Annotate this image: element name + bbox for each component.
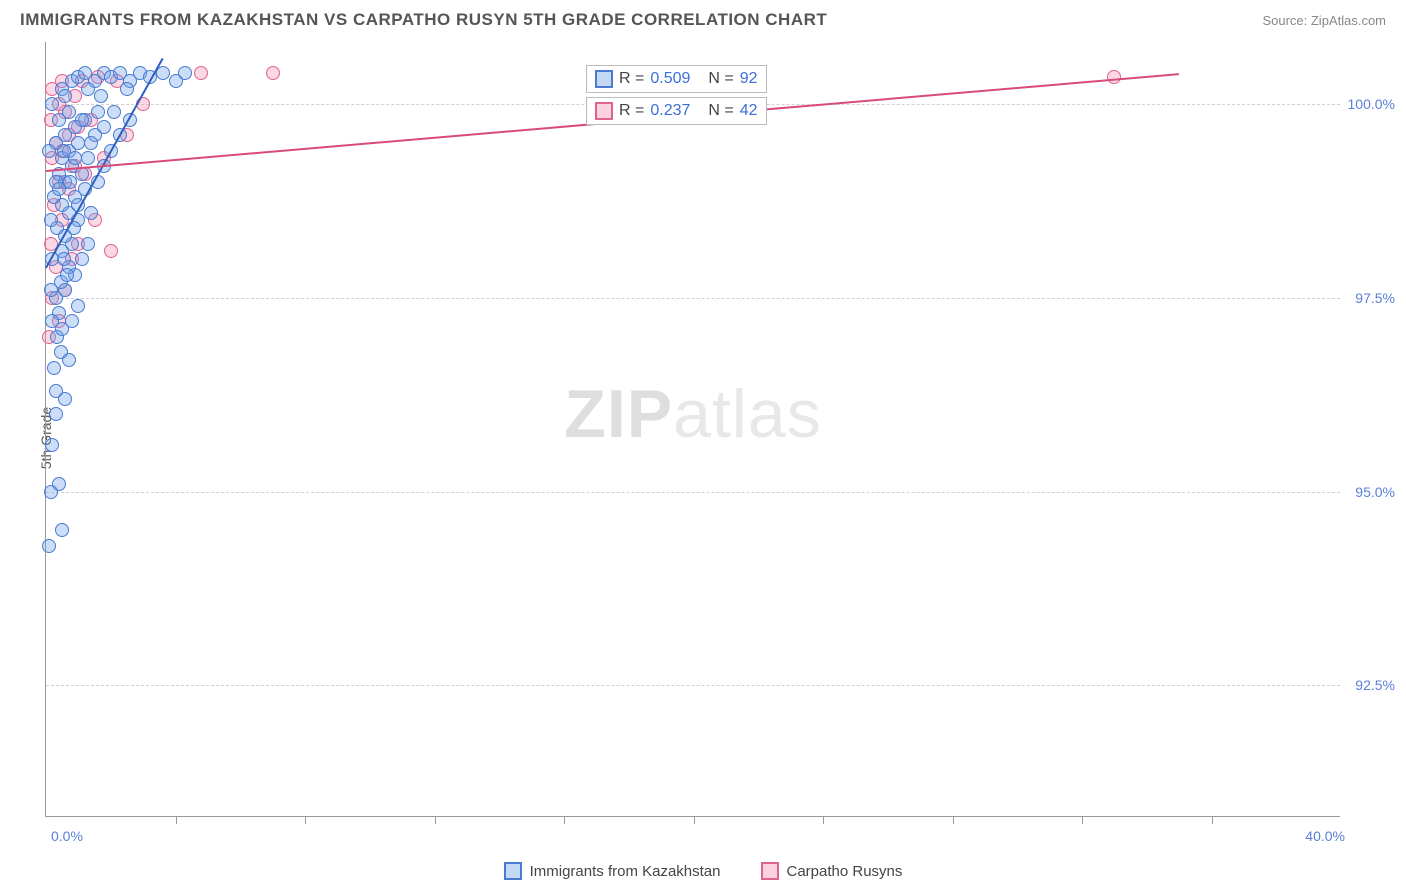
x-tick: [1082, 816, 1083, 824]
legend: Immigrants from Kazakhstan Carpatho Rusy…: [0, 862, 1406, 880]
scatter-point: [71, 299, 85, 313]
x-tick-label: 0.0%: [51, 828, 83, 844]
scatter-point: [42, 144, 56, 158]
legend-item-carpatho: Carpatho Rusyns: [761, 862, 903, 880]
scatter-point: [52, 477, 66, 491]
gridline: [46, 298, 1340, 299]
scatter-point: [42, 539, 56, 553]
chart-plot-area: ZIPatlas 92.5%95.0%97.5%100.0%0.0%40.0%R…: [45, 42, 1340, 817]
x-tick: [823, 816, 824, 824]
scatter-point: [81, 82, 95, 96]
chart-title: IMMIGRANTS FROM KAZAKHSTAN VS CARPATHO R…: [20, 10, 827, 30]
y-tick-label: 95.0%: [1355, 484, 1395, 500]
x-tick: [176, 816, 177, 824]
scatter-point: [194, 66, 208, 80]
scatter-point: [57, 252, 71, 266]
x-tick: [305, 816, 306, 824]
scatter-point: [62, 105, 76, 119]
scatter-point: [94, 89, 108, 103]
scatter-point: [120, 82, 134, 96]
legend-item-kazakhstan: Immigrants from Kazakhstan: [504, 862, 721, 880]
y-tick-label: 100.0%: [1348, 96, 1395, 112]
scatter-point: [71, 136, 85, 150]
scatter-point: [178, 66, 192, 80]
scatter-point: [84, 206, 98, 220]
gridline: [46, 492, 1340, 493]
scatter-point: [49, 384, 63, 398]
y-tick-label: 97.5%: [1355, 290, 1395, 306]
scatter-point: [44, 283, 58, 297]
scatter-point: [45, 97, 59, 111]
scatter-point: [81, 237, 95, 251]
scatter-point: [1107, 70, 1121, 84]
scatter-point: [81, 151, 95, 165]
scatter-point: [63, 175, 77, 189]
scatter-point: [75, 252, 89, 266]
scatter-point: [104, 244, 118, 258]
x-tick: [1212, 816, 1213, 824]
stats-box: R = 0.237N = 42: [586, 97, 767, 125]
scatter-point: [49, 407, 63, 421]
scatter-point: [65, 314, 79, 328]
scatter-point: [68, 151, 82, 165]
scatter-point: [60, 268, 74, 282]
watermark: ZIPatlas: [564, 375, 821, 453]
x-tick: [564, 816, 565, 824]
scatter-point: [97, 120, 111, 134]
scatter-point: [58, 89, 72, 103]
scatter-point: [47, 361, 61, 375]
scatter-point: [75, 113, 89, 127]
scatter-point: [45, 314, 59, 328]
scatter-point: [45, 438, 59, 452]
y-tick-label: 92.5%: [1355, 677, 1395, 693]
scatter-point: [54, 345, 68, 359]
scatter-point: [107, 105, 121, 119]
scatter-point: [91, 105, 105, 119]
x-tick-label: 40.0%: [1305, 828, 1345, 844]
x-tick: [694, 816, 695, 824]
scatter-point: [84, 136, 98, 150]
scatter-point: [44, 213, 58, 227]
x-tick: [953, 816, 954, 824]
stats-box: R = 0.509N = 92: [586, 65, 767, 93]
x-tick: [435, 816, 436, 824]
scatter-point: [266, 66, 280, 80]
scatter-point: [55, 523, 69, 537]
gridline: [46, 685, 1340, 686]
source-label: Source: ZipAtlas.com: [1262, 13, 1386, 28]
